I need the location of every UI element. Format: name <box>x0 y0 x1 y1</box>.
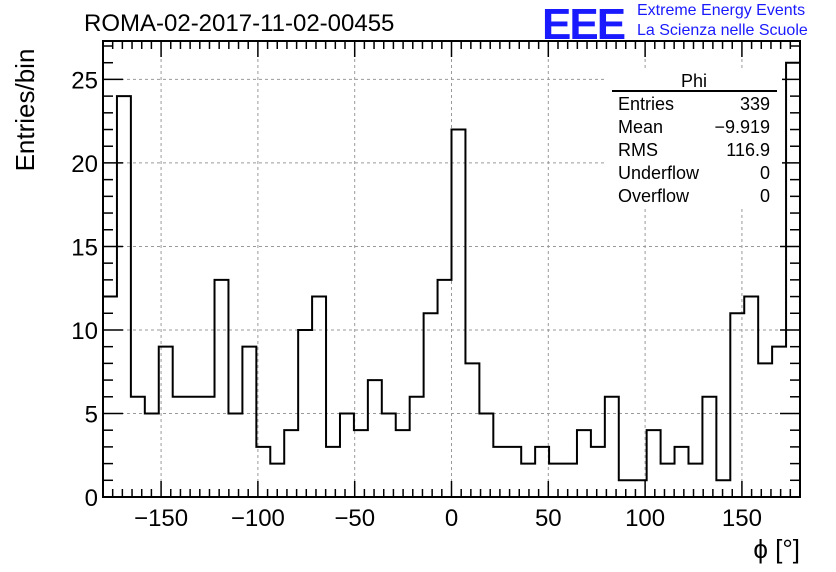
stats-label: Entries <box>618 94 674 114</box>
stats-histogram-name: Phi <box>681 71 707 91</box>
run-title: ROMA-02-2017-11-02-00455 <box>84 10 395 37</box>
x-tick-label: −150 <box>134 505 188 532</box>
y-tick-label: 0 <box>85 485 98 512</box>
y-axis-label: Entries/bin <box>10 49 40 172</box>
stats-label: Mean <box>618 117 663 137</box>
x-tick-label: 150 <box>722 505 762 532</box>
x-axis-label: ϕ [°] <box>753 534 800 564</box>
stats-value: 116.9 <box>726 140 770 160</box>
stats-box: Phi Entries 339 Mean −9.919 RMS 116.9 Underflow… <box>606 68 782 208</box>
x-tick-label: −100 <box>231 505 285 532</box>
plot-frame <box>102 40 801 498</box>
stats-value: 339 <box>740 94 770 114</box>
stats-label: RMS <box>618 140 658 160</box>
stats-value: 0 <box>760 163 770 183</box>
stats-label: Underflow <box>618 163 700 183</box>
stats-value: 0 <box>760 186 770 206</box>
y-tick-label: 20 <box>71 151 98 178</box>
y-tick-label: 25 <box>71 67 98 94</box>
x-tick-label: −50 <box>334 505 375 532</box>
y-tick-label: 15 <box>71 234 98 261</box>
stats-value: −9.919 <box>714 117 770 137</box>
y-tick-labels: 0 5 10 15 20 25 <box>71 67 98 512</box>
x-tick-label: 0 <box>445 505 458 532</box>
y-tick-label: 5 <box>85 401 98 428</box>
y-tick-label: 10 <box>71 318 98 345</box>
axis-ticks <box>103 41 800 498</box>
x-tick-label: 50 <box>535 505 562 532</box>
stats-label: Overflow <box>618 186 690 206</box>
x-tick-labels: −150 −100 −50 0 50 100 150 <box>134 505 762 532</box>
histogram-line <box>102 61 801 497</box>
x-tick-label: 100 <box>625 505 665 532</box>
logo-subtitle-line2: La Scienza nelle Scuole <box>637 22 808 39</box>
logo-subtitle-line1: Extreme Energy Events <box>637 2 806 19</box>
